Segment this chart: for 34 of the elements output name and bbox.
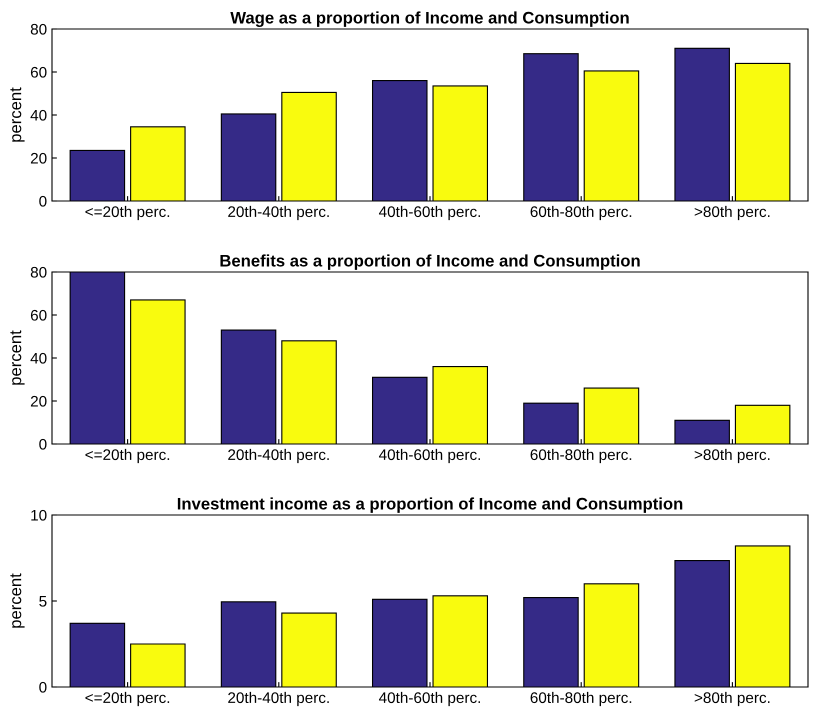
chart-title: Investment income as a proportion of Income and Consumption [178,497,682,513]
x-tick-label: <=20th perc. [85,448,170,464]
x-tick-label: 40th-60th perc. [378,206,480,220]
y-tick-label: 10 [31,510,47,521]
x-tick-label: >80th perc. [694,206,770,220]
y-tick-label: 60 [30,310,47,321]
y-axis-title: percent [10,87,25,142]
x-tick-label: 60th-80th perc. [530,206,632,220]
x-tick-label: <=20th perc. [85,206,170,220]
y-tick-label: 0 [39,438,47,450]
chart-title: Wage as a proportion of Income and Consumption [230,11,629,27]
x-tick-label: >80th perc. [694,448,770,464]
y-tick-label: 5 [39,596,46,607]
y-tick-label: 40 [30,110,47,121]
x-tick-label: 20th-40th perc. [228,206,329,220]
x-tick-label: <=20th perc. [85,692,170,706]
y-tick-label: 40 [30,352,47,364]
x-tick-label: 60th-80th perc. [530,448,632,464]
y-tick-label: 80 [30,24,47,35]
y-tick-label: 20 [30,396,47,407]
y-axis-title: percent [10,573,25,628]
x-tick-label: 40th-60th perc. [378,448,480,464]
x-tick-label: 60th-80th perc. [530,692,632,706]
x-tick-label: >80th perc. [694,692,770,706]
x-tick-label: 20th-40th perc. [228,692,329,706]
y-tick-label: 20 [30,152,47,164]
y-tick-label: 60 [30,66,47,78]
chart-title: Benefits as a proportion of Income and Consumption [220,254,640,270]
y-axis-title: percent [10,330,25,385]
y-tick-label: 0 [39,196,47,207]
x-tick-label: 40th-60th perc. [378,692,480,706]
y-tick-label: 0 [39,682,47,693]
x-tick-label: 20th-40th perc. [228,448,329,464]
y-tick-label: 80 [30,266,47,278]
